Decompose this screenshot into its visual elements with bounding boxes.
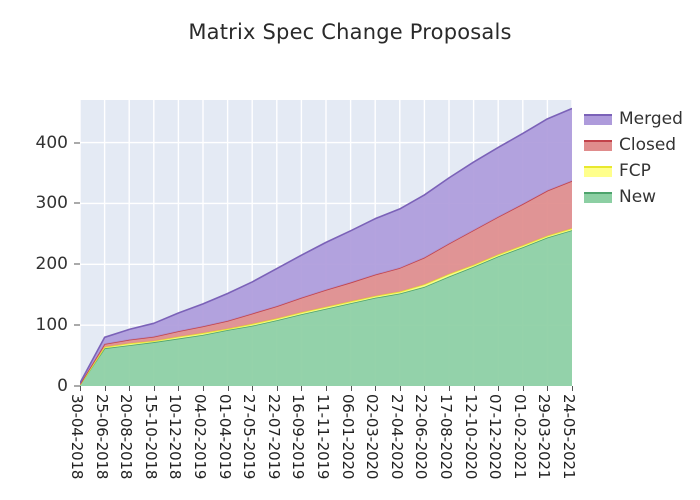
- y-tick-label: 300: [35, 193, 68, 214]
- x-tick-label: 04-02-2019: [191, 394, 209, 480]
- y-tick-label: 0: [57, 376, 68, 396]
- legend-swatch-line: [584, 191, 612, 194]
- x-tick-label: 01-04-2019: [215, 394, 234, 480]
- y-tick-label: 100: [35, 315, 68, 336]
- legend-label: New: [619, 187, 657, 207]
- x-tick-label: 20-08-2018: [117, 394, 136, 480]
- x-tick-label: 10-12-2018: [166, 394, 185, 480]
- x-tick-label: 12-10-2020: [461, 394, 480, 480]
- x-tick-label: 06-01-2020: [338, 394, 357, 480]
- x-tick-mark: [129, 386, 131, 391]
- x-tick-mark: [203, 386, 204, 391]
- y-tick-mark: [74, 385, 80, 387]
- legend-label: FCP: [619, 161, 651, 181]
- legend-label: Merged: [619, 109, 683, 129]
- legend-swatch-icon: [584, 191, 612, 203]
- x-axis: 30-04-2018 25-06-2018 20-08-2018 15-10-2018…: [68, 386, 578, 500]
- page-title: Matrix Spec Change Proposals: [188, 20, 512, 44]
- legend-swatch-icon: [584, 165, 612, 177]
- x-tick-label: 27-05-2019: [240, 394, 259, 480]
- x-tick-label: 16-09-2019: [289, 394, 308, 480]
- x-tick-label: 11-11-2019: [314, 394, 332, 480]
- x-tick-label: 17-08-2020: [437, 394, 455, 480]
- y-axis: 0 100 200 300 400: [0, 100, 80, 396]
- stacked-area-series: [80, 107, 572, 386]
- y-tick-mark: [74, 202, 80, 204]
- x-tick-label: 29-03-2021: [535, 394, 554, 480]
- x-tick-label: 22-06-2020: [412, 394, 431, 480]
- y-tick-mark: [74, 324, 80, 326]
- x-tick-label: 22-07-2019: [264, 394, 283, 480]
- x-tick-mark: [153, 386, 155, 391]
- legend-swatch-icon: [584, 139, 612, 151]
- x-tick-label: 07-12-2020: [486, 394, 505, 480]
- legend-swatch-line: [584, 113, 612, 116]
- x-tick-label: 24-05-2021: [560, 394, 578, 480]
- legend-label: Closed: [619, 135, 677, 155]
- legend-item-fcp[interactable]: FCP: [584, 158, 700, 184]
- x-tick-mark: [276, 386, 278, 391]
- x-tick-mark: [252, 386, 254, 391]
- x-tick-label: 25-06-2018: [92, 394, 111, 480]
- y-tick-label: 400: [35, 132, 68, 153]
- x-tick-mark: [375, 386, 377, 391]
- legend-item-new[interactable]: New: [584, 184, 700, 210]
- x-tick-mark: [424, 386, 426, 391]
- x-tick-label: 01-02-2021: [510, 394, 529, 480]
- plot-area: [80, 100, 572, 386]
- legend-swatch-line: [584, 165, 612, 168]
- x-tick-mark: [80, 386, 81, 391]
- legend-swatch-line: [584, 139, 612, 142]
- x-tick-label: 15-10-2018: [141, 394, 160, 480]
- x-tick-mark: [399, 386, 401, 391]
- y-tick-mark: [74, 142, 80, 144]
- legend-swatch-icon: [584, 113, 612, 125]
- x-tick-mark: [326, 386, 327, 391]
- x-tick-label: 30-04-2018: [68, 394, 86, 480]
- y-tick-label: 200: [35, 254, 68, 275]
- x-tick-mark: [522, 386, 524, 391]
- x-tick-mark: [178, 386, 180, 391]
- x-tick-mark: [104, 386, 106, 391]
- x-tick-mark: [449, 386, 450, 391]
- x-tick-mark: [473, 386, 475, 391]
- x-tick-mark: [301, 386, 303, 391]
- x-tick-label: 02-03-2020: [363, 394, 382, 480]
- x-tick-label: 27-04-2020: [387, 394, 406, 480]
- x-tick-mark: [572, 386, 573, 391]
- x-tick-mark: [498, 386, 500, 391]
- legend: Merged Closed FCP New: [584, 106, 700, 210]
- y-tick-mark: [74, 263, 80, 265]
- x-tick-mark: [547, 386, 549, 391]
- legend-item-closed[interactable]: Closed: [584, 132, 700, 158]
- x-tick-mark: [227, 386, 229, 391]
- x-tick-mark: [350, 386, 352, 391]
- legend-item-merged[interactable]: Merged: [584, 106, 700, 132]
